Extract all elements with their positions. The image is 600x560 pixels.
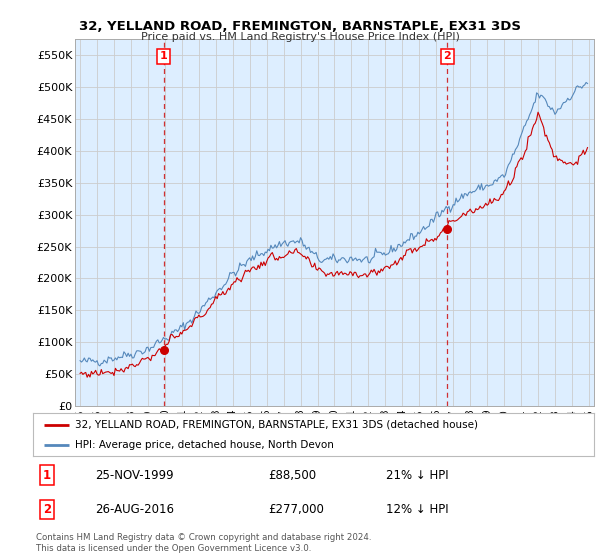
Text: 26-AUG-2016: 26-AUG-2016 bbox=[95, 503, 174, 516]
Text: 21% ↓ HPI: 21% ↓ HPI bbox=[386, 469, 449, 482]
Text: 25-NOV-1999: 25-NOV-1999 bbox=[95, 469, 173, 482]
Text: 2: 2 bbox=[43, 503, 51, 516]
Text: 2: 2 bbox=[443, 52, 451, 62]
Text: 32, YELLAND ROAD, FREMINGTON, BARNSTAPLE, EX31 3DS: 32, YELLAND ROAD, FREMINGTON, BARNSTAPLE… bbox=[79, 20, 521, 32]
Text: 12% ↓ HPI: 12% ↓ HPI bbox=[386, 503, 449, 516]
Text: £277,000: £277,000 bbox=[269, 503, 325, 516]
Text: 32, YELLAND ROAD, FREMINGTON, BARNSTAPLE, EX31 3DS (detached house): 32, YELLAND ROAD, FREMINGTON, BARNSTAPLE… bbox=[75, 420, 478, 430]
Text: 1: 1 bbox=[43, 469, 51, 482]
Text: Contains HM Land Registry data © Crown copyright and database right 2024.
This d: Contains HM Land Registry data © Crown c… bbox=[36, 533, 371, 553]
Text: HPI: Average price, detached house, North Devon: HPI: Average price, detached house, Nort… bbox=[75, 441, 334, 450]
Text: 1: 1 bbox=[160, 52, 167, 62]
Text: £88,500: £88,500 bbox=[269, 469, 317, 482]
Text: Price paid vs. HM Land Registry's House Price Index (HPI): Price paid vs. HM Land Registry's House … bbox=[140, 32, 460, 42]
